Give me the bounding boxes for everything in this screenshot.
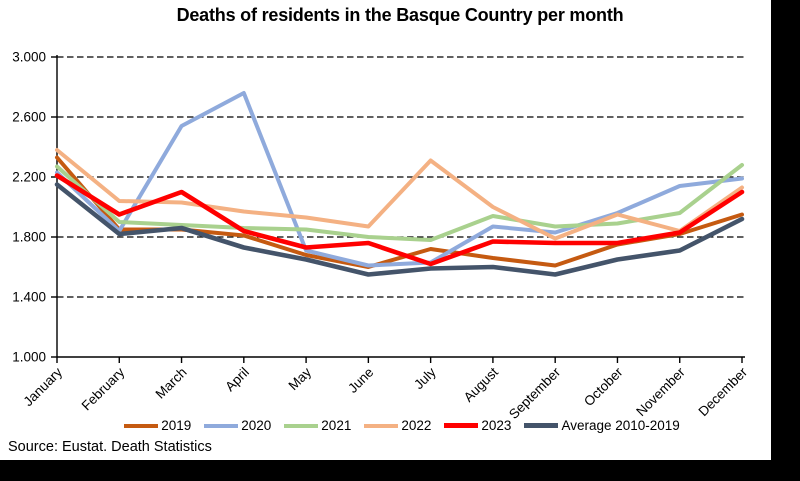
legend-swatch xyxy=(124,423,159,428)
legend-swatch xyxy=(444,423,479,428)
series-line-2023 xyxy=(54,173,745,267)
y-axis-label: 3.000 xyxy=(12,50,46,65)
y-axis-label: 1.400 xyxy=(12,290,46,305)
legend-label: 2019 xyxy=(161,418,192,433)
series-line-2022 xyxy=(55,148,744,241)
y-axis-label: 1.800 xyxy=(12,230,46,245)
x-axis-label: October xyxy=(581,364,626,409)
legend-label: 2023 xyxy=(481,418,512,433)
x-axis-label: June xyxy=(345,365,376,396)
x-axis-label: January xyxy=(21,364,66,409)
series-line-2020 xyxy=(55,91,744,268)
chart-svg: 1.000 1.400 1.800 2.200 2.600 3.000 January Feb… xyxy=(12,50,750,422)
x-axis-label: July xyxy=(411,364,439,392)
legend-item-2021: 2021 xyxy=(284,418,351,433)
x-axis-label: March xyxy=(153,365,190,402)
x-axis-label: September xyxy=(506,364,564,422)
x-axis-label: December xyxy=(695,364,750,419)
source-note: Source: Eustat. Death Statistics xyxy=(8,439,212,455)
x-axis-label: April xyxy=(222,365,252,395)
x-axis-label: February xyxy=(79,364,128,413)
x-axis-label: November xyxy=(633,364,688,419)
legend-label: Average 2010-2019 xyxy=(561,418,680,433)
chart-legend: 2019 2020 2021 2022 2023 Average 2010-2019 xyxy=(57,418,747,433)
black-bar-bottom xyxy=(0,460,800,481)
legend-swatch xyxy=(204,423,239,428)
legend-item-2023: 2023 xyxy=(444,418,511,433)
series-line-2021 xyxy=(55,163,744,242)
y-axis-label: 1.000 xyxy=(12,350,46,365)
legend-item-average-2010-2019: Average 2010-2019 xyxy=(524,418,680,433)
series-line-2019 xyxy=(55,155,744,269)
legend-label: 2020 xyxy=(241,418,272,433)
y-axis-label: 2.600 xyxy=(12,110,46,125)
legend-item-2019: 2019 xyxy=(124,418,191,433)
y-axis-label: 2.200 xyxy=(12,170,46,185)
chart-title: Deaths of residents in the Basque Countr… xyxy=(176,5,624,25)
x-axis-label: May xyxy=(286,364,315,393)
black-bar-right xyxy=(771,0,800,481)
legend-swatch xyxy=(364,423,399,428)
legend-item-2022: 2022 xyxy=(364,418,431,433)
legend-item-2020: 2020 xyxy=(204,418,271,433)
legend-swatch xyxy=(524,423,559,428)
series-line-average-2010-2019 xyxy=(54,182,745,277)
legend-label: 2022 xyxy=(401,418,432,433)
x-axis-label: August xyxy=(461,364,502,405)
legend-label: 2021 xyxy=(321,418,352,433)
legend-swatch xyxy=(284,423,319,428)
